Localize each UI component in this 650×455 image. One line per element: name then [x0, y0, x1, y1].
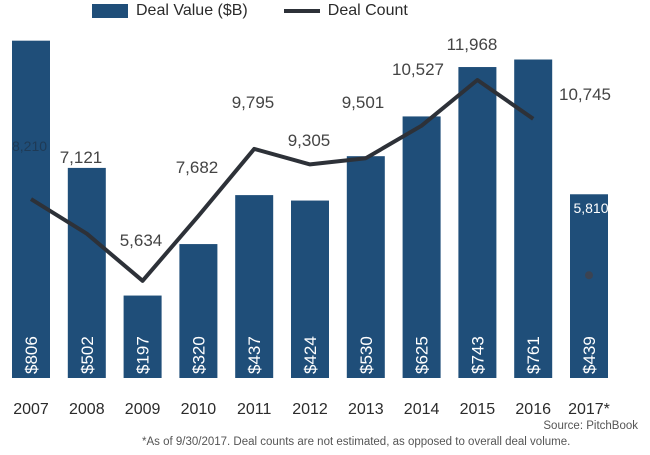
- bar-value-label: $439: [580, 336, 599, 374]
- deal-count-label: 10,527: [392, 60, 444, 79]
- deal-count-label: 10,745: [559, 85, 611, 104]
- bar-value-label: $625: [413, 336, 432, 374]
- x-tick-label: 2008: [69, 401, 105, 418]
- legend-label-deal-value: Deal Value ($B): [136, 2, 248, 19]
- deal-count-label: 7,121: [60, 148, 103, 167]
- x-axis-labels: 2007 2008 2009 2010 2011 2012 2013 2014 2015 2016…: [13, 401, 610, 418]
- x-tick-label: 2010: [181, 401, 217, 418]
- bar-value-label: $197: [134, 336, 153, 374]
- bar-2008: [67, 167, 106, 378]
- bar-2010: [179, 244, 218, 378]
- legend: Deal Value ($B) Deal Count: [92, 2, 408, 20]
- source-note: Source: PitchBook: [543, 420, 638, 432]
- x-tick-label: 2011: [237, 401, 272, 418]
- deal-count-label: 9,795: [232, 93, 275, 112]
- bar-value-label: $761: [524, 336, 543, 374]
- legend-label-deal-count: Deal Count: [327, 2, 408, 19]
- bar-2014: [402, 116, 441, 378]
- x-tick-label: 2012: [292, 401, 328, 418]
- bar-value-label: $806: [22, 336, 41, 374]
- x-tick-label: 2016: [515, 401, 551, 418]
- x-tick-label: 2009: [125, 401, 161, 418]
- x-tick-label: 2014: [404, 401, 440, 418]
- deal-count-label: 7,682: [176, 158, 219, 177]
- footnote: *As of 9/30/2017. Deal counts are not es…: [142, 436, 571, 448]
- deal-count-label: 11,968: [447, 35, 498, 54]
- bar-2015: [458, 67, 497, 378]
- bar-2007: [12, 40, 50, 378]
- bar-2011: [235, 195, 274, 378]
- bar-value-label: $502: [78, 336, 97, 374]
- x-tick-label: 2015: [460, 401, 496, 418]
- bar-value-label: $437: [245, 336, 264, 374]
- bar-2016: [514, 59, 553, 378]
- bar-value-label: $530: [357, 336, 376, 374]
- deal-count-line: [29, 78, 535, 283]
- legend-swatch-deal-value: [92, 4, 128, 18]
- bar-2009: [123, 295, 162, 378]
- bar-value-label: $743: [468, 336, 487, 374]
- deal-count-label: 5,634: [120, 231, 163, 250]
- deal-count-label: 9,501: [342, 93, 385, 112]
- x-tick-label: 2007: [13, 401, 49, 418]
- x-tick-label: 2017*: [568, 401, 610, 418]
- bars-group: $806 $502 $197 $320 $437 $424 $530 $625 $743 $761…: [12, 40, 608, 378]
- deal-count-line-group: 8,210 7,121 5,634 7,682 9,795 9,305 9,501 10,52…: [12, 35, 611, 283]
- deal-count-label: 5,810: [573, 200, 608, 216]
- deal-count-label: 9,305: [288, 131, 331, 150]
- bar-value-label: $320: [189, 336, 208, 374]
- x-tick-label: 2013: [348, 401, 384, 418]
- deal-count-point-2017: [585, 271, 593, 280]
- legend-swatch-deal-count: [283, 9, 320, 13]
- bar-2013: [346, 156, 385, 378]
- deal-count-label: 8,210: [12, 138, 47, 154]
- bar-2017*: [570, 194, 608, 378]
- bar-value-label: $424: [301, 336, 320, 374]
- bar-2012: [291, 200, 329, 378]
